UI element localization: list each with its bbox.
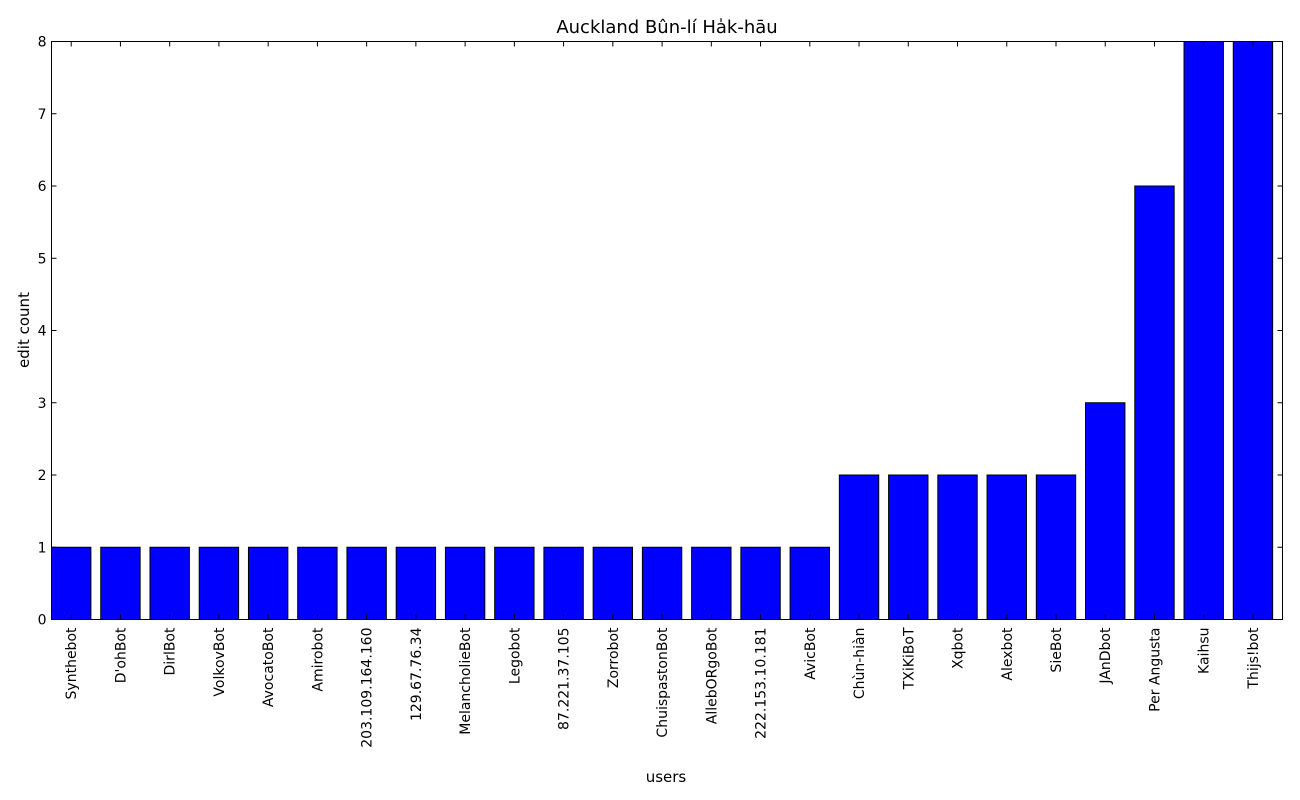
bar: [297, 546, 338, 620]
bar: [346, 546, 387, 620]
x-tick-label: 203.109.164.160: [360, 628, 376, 748]
x-tick-label: TXiKiBoT: [901, 627, 917, 690]
x-tick-label: VolkovBot: [212, 627, 228, 697]
bar: [937, 474, 978, 620]
x-tick-label: 222.153.10.181: [754, 628, 770, 739]
x-tick-label: Synthebot: [64, 627, 80, 699]
bar: [691, 546, 732, 620]
x-tick-label: AvicBot: [803, 627, 819, 680]
bar: [494, 546, 535, 620]
bar: [838, 474, 880, 620]
bar: [789, 546, 830, 620]
bar: [1035, 474, 1077, 620]
bar: [1085, 402, 1126, 620]
y-axis-label: edit count: [15, 292, 33, 368]
x-tick-label: Alexbot: [1000, 627, 1016, 681]
x-tick-label: ChuispastonBot: [655, 627, 671, 738]
x-axis-ticks: Synthebot D'ohBot DirlBot VolkovBot AvocatoB…: [64, 41, 1262, 748]
x-axis-label: users: [646, 768, 687, 786]
x-tick-label: AvocatoBot: [261, 627, 277, 707]
bar: [247, 546, 289, 620]
x-tick-label: Thijs!bot: [1246, 627, 1262, 690]
x-tick-label: D'ohBot: [113, 627, 129, 683]
y-tick-label: 8: [38, 35, 47, 51]
bar: [641, 546, 683, 620]
y-tick-label: 6: [38, 179, 47, 195]
y-tick-label: 5: [38, 251, 47, 267]
x-tick-label: Kaihsu: [1197, 628, 1213, 674]
y-tick-label: 1: [38, 540, 47, 556]
bar: [444, 546, 486, 620]
x-tick-label: 129.67.76.34: [409, 627, 425, 721]
y-tick-label: 7: [38, 107, 47, 123]
bar: [51, 546, 92, 620]
bar: [740, 546, 781, 620]
x-tick-label: Chùn-hiàn: [852, 628, 868, 700]
x-tick-label: Legobot: [507, 627, 523, 684]
bar: [198, 546, 240, 620]
x-tick-label: Per Angusta: [1147, 628, 1163, 712]
y-tick-label: 4: [38, 324, 47, 340]
chart-title: Auckland Bûn-lí Ha̍k-hāu: [556, 17, 777, 38]
x-tick-label: JAnDbot: [1098, 627, 1114, 685]
x-tick-label: MelancholieBot: [458, 627, 474, 735]
x-tick-label: Zorrobot: [606, 627, 622, 688]
x-tick-label: Amirobot: [310, 627, 326, 692]
y-tick-label: 0: [38, 613, 47, 629]
plot-frame: [51, 41, 1283, 620]
bar: [1232, 41, 1274, 620]
x-tick-label: 87.221.37.105: [557, 628, 573, 730]
bar: [592, 546, 634, 620]
bar: [100, 546, 141, 620]
y-axis-ticks: 0 1 2 3 4 5 6 7 8: [38, 35, 1283, 629]
y-tick-label: 2: [38, 468, 47, 484]
bar: [543, 546, 584, 620]
x-tick-label: Xqbot: [951, 627, 967, 669]
x-tick-label: DirlBot: [163, 627, 179, 675]
bar: [149, 546, 190, 620]
x-tick-label: SieBot: [1049, 627, 1065, 673]
x-tick-label: AllebORgoBot: [704, 627, 720, 724]
bar: [1183, 41, 1224, 620]
bar: [1134, 185, 1175, 620]
bar: [395, 546, 437, 620]
bar: [888, 474, 929, 620]
bar: [986, 474, 1027, 620]
bars-group: [51, 41, 1274, 620]
y-tick-label: 3: [38, 396, 47, 412]
